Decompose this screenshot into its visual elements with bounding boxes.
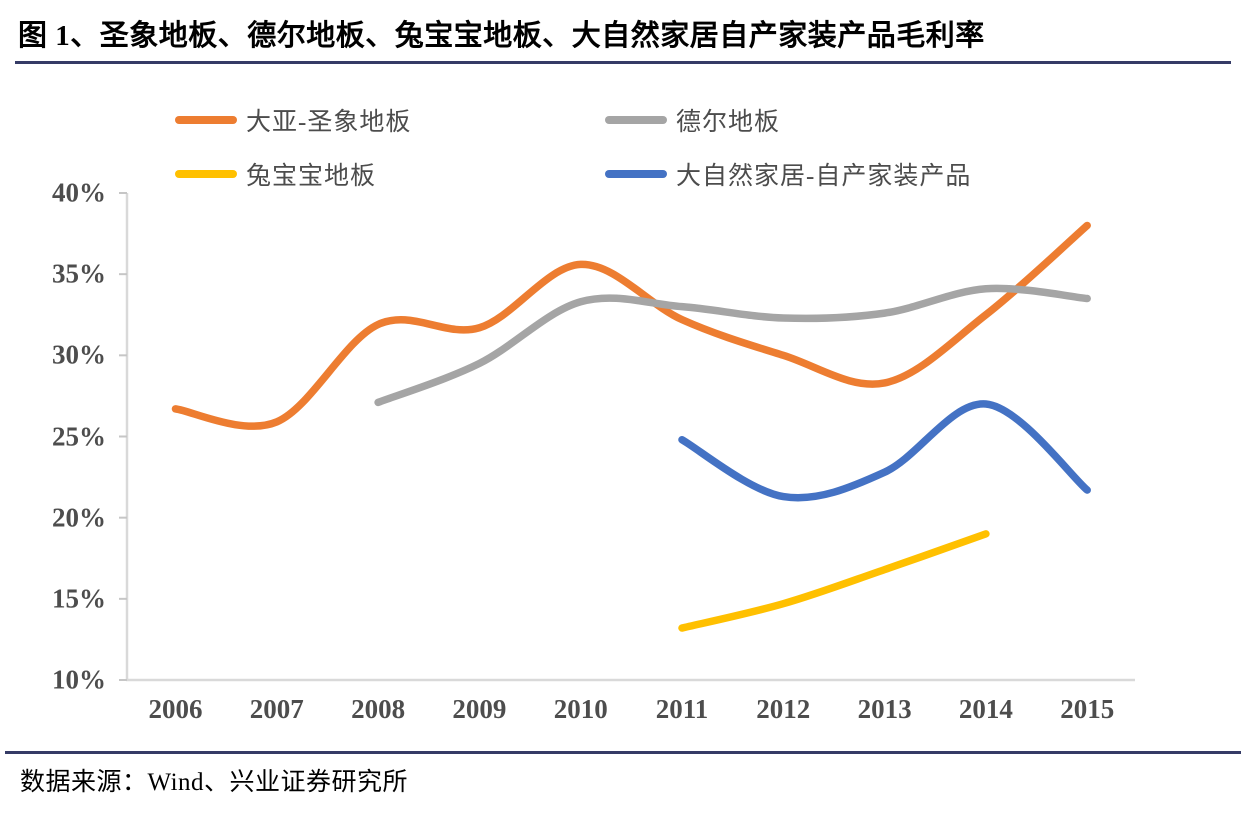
legend-swatch-icon bbox=[175, 169, 237, 178]
x-tick-label: 2009 bbox=[452, 694, 507, 724]
source-divider bbox=[5, 751, 1241, 754]
legend-label: 大自然家居-自产家装产品 bbox=[676, 162, 972, 190]
y-tick-label: 25% bbox=[52, 421, 106, 451]
series-line-1 bbox=[374, 284, 1091, 407]
title-underline bbox=[15, 61, 1231, 64]
x-tick-label: 2008 bbox=[351, 694, 406, 724]
legend-swatch-icon bbox=[175, 115, 237, 124]
x-tick-label: 2012 bbox=[756, 694, 811, 724]
x-tick-label: 2006 bbox=[148, 694, 203, 724]
series-line-0 bbox=[171, 221, 1091, 430]
legend-swatch-icon bbox=[605, 169, 667, 178]
chart-legend: 大亚-圣象地板 德尔地板兔宝宝地板 大自然家居-自产家装产品 bbox=[175, 101, 971, 192]
series-line-2 bbox=[678, 530, 990, 632]
x-tick-label: 2010 bbox=[553, 694, 608, 724]
legend-label: 兔宝宝地板 bbox=[246, 162, 377, 190]
legend-swatch-icon bbox=[605, 115, 667, 124]
legend-item: 大自然家居-自产家装产品 bbox=[605, 155, 971, 192]
y-tick-label: 35% bbox=[52, 258, 106, 289]
data-source-text: 数据来源：Wind、兴业证券研究所 bbox=[20, 769, 409, 796]
x-tick-label: 2011 bbox=[655, 694, 709, 724]
y-tick-label: 10% bbox=[52, 664, 106, 695]
x-tick-label: 2014 bbox=[958, 694, 1013, 724]
x-tick-label: 2013 bbox=[857, 694, 912, 724]
page-title: 图 1、圣象地板、德尔地板、兔宝宝地板、大自然家居自产家装产品毛利率 bbox=[18, 20, 985, 52]
y-tick-label: 30% bbox=[52, 339, 106, 370]
y-tick-label: 40% bbox=[52, 177, 106, 208]
x-tick-label: 2015 bbox=[1060, 694, 1115, 724]
legend-item: 德尔地板 bbox=[605, 101, 971, 138]
y-tick-label: 20% bbox=[52, 502, 106, 533]
legend-label: 德尔地板 bbox=[676, 108, 781, 136]
x-tick-label: 2007 bbox=[249, 694, 304, 724]
legend-item: 兔宝宝地板 bbox=[175, 155, 605, 192]
y-tick-label: 15% bbox=[52, 583, 106, 614]
legend-item: 大亚-圣象地板 bbox=[175, 101, 605, 138]
legend-label: 大亚-圣象地板 bbox=[246, 108, 412, 136]
series-line-3 bbox=[678, 400, 1091, 502]
